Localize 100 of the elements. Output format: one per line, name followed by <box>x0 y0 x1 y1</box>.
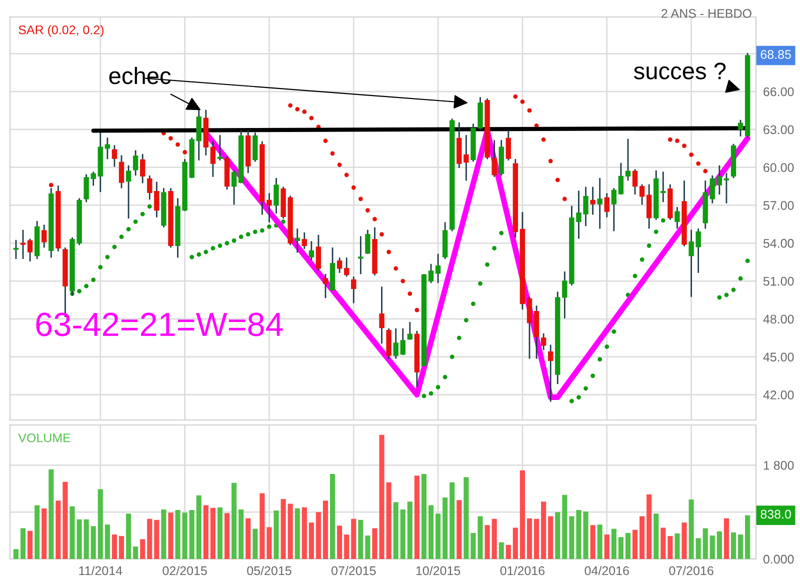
point <box>168 136 173 140</box>
bar <box>436 514 441 559</box>
y-tick-label: 66.00 <box>764 87 794 96</box>
candlestick <box>322 274 328 298</box>
point <box>682 144 686 148</box>
bar <box>660 528 666 559</box>
bar <box>478 516 483 559</box>
bar <box>618 537 624 559</box>
chart-subtitle: 2 ANS - HEBDO <box>662 9 752 18</box>
candlestick <box>548 344 554 402</box>
candlestick <box>344 258 350 277</box>
bar <box>555 512 560 559</box>
bar <box>358 520 364 559</box>
y-tick-label: 0.000 <box>763 554 794 564</box>
candlestick <box>646 184 652 229</box>
point <box>218 243 222 248</box>
point <box>598 357 602 362</box>
point <box>48 182 54 188</box>
bar <box>611 528 616 559</box>
candlestick <box>316 234 322 270</box>
candlestick <box>358 236 364 274</box>
candlestick <box>506 130 511 160</box>
bar <box>710 536 715 559</box>
bar <box>520 470 525 559</box>
point <box>372 216 377 222</box>
bar <box>126 514 132 559</box>
bar <box>668 536 673 559</box>
candlestick <box>674 207 680 229</box>
y-tick-label: 57.00 <box>763 201 794 210</box>
point <box>351 185 356 190</box>
bar <box>182 512 188 559</box>
bar <box>688 500 694 559</box>
candlestick <box>118 155 124 188</box>
point <box>288 103 293 108</box>
bar <box>84 519 89 559</box>
candlestick <box>196 110 202 160</box>
point <box>196 252 202 257</box>
point <box>464 318 468 322</box>
candlestick <box>632 169 638 195</box>
point <box>590 374 595 378</box>
point <box>471 302 476 306</box>
candlestick <box>660 172 666 202</box>
candlestick <box>308 241 314 260</box>
bar <box>745 515 750 559</box>
point <box>632 274 638 278</box>
y-tick-label: 48.00 <box>763 314 794 324</box>
point <box>309 116 314 120</box>
bar <box>442 497 448 559</box>
bar <box>464 477 469 559</box>
candlestick <box>604 193 610 218</box>
bar <box>421 474 427 559</box>
x-tick-label: 05/2015 <box>247 566 292 576</box>
y-tick-label: 51.00 <box>763 276 794 286</box>
point <box>210 246 216 250</box>
bar <box>386 482 392 559</box>
bar <box>541 502 546 559</box>
point <box>380 232 384 236</box>
bar <box>133 546 138 559</box>
bar <box>238 509 244 559</box>
point <box>541 137 546 142</box>
bar <box>492 518 497 559</box>
point <box>456 336 462 340</box>
candlestick <box>132 150 138 176</box>
bar <box>484 525 490 559</box>
bar <box>414 476 420 559</box>
point <box>548 158 553 164</box>
point <box>717 295 722 300</box>
bar <box>654 514 659 559</box>
bar <box>203 505 208 559</box>
bar <box>498 542 504 559</box>
bar <box>640 516 645 559</box>
point <box>442 374 448 380</box>
point <box>689 152 694 157</box>
y-tick-label: 1 800 <box>764 460 794 470</box>
candlestick <box>302 232 307 249</box>
bar <box>730 532 736 559</box>
y-tick-label: 45.00 <box>763 352 794 362</box>
x-tick-label: 07/2015 <box>332 566 376 576</box>
bar <box>450 482 455 559</box>
candlestick <box>104 138 110 160</box>
point <box>703 168 708 174</box>
point <box>190 254 194 260</box>
point <box>696 161 701 166</box>
bar <box>562 494 568 559</box>
bar <box>506 544 511 559</box>
candlestick <box>738 120 744 136</box>
y-tick-label: 60.00 <box>764 163 794 172</box>
point <box>731 288 736 292</box>
candlestick <box>618 162 624 195</box>
bar <box>738 534 744 559</box>
candlestick <box>126 165 132 219</box>
bar <box>118 536 124 559</box>
point <box>112 244 117 250</box>
point <box>252 230 258 234</box>
bar <box>351 518 356 559</box>
candlestick <box>217 135 223 160</box>
candlestick <box>611 188 617 232</box>
bar <box>280 499 286 559</box>
bar <box>56 500 61 559</box>
bar <box>217 507 223 559</box>
